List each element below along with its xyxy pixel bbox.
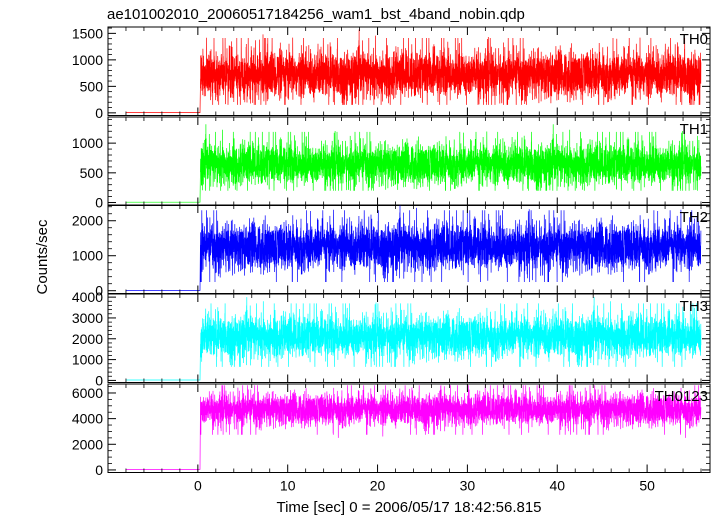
y-tick-label: 1000 [72, 135, 103, 151]
series-label-th2: TH2 [680, 209, 708, 226]
x-tick-label: 0 [194, 478, 202, 494]
y-tick-label: 500 [80, 78, 104, 94]
panel-th1: 0 500 1000 TH1 [72, 116, 711, 211]
chart-title: ae101002010_20060517184256_wam1_bst_4ban… [107, 6, 525, 23]
x-tick-label: 50 [639, 478, 655, 494]
x-tick-label: 20 [370, 478, 386, 494]
panel-th2: 0 1000 2000 TH2 [72, 204, 711, 299]
y-tick-label: 1000 [72, 352, 103, 368]
y-tick-label: 0 [95, 105, 103, 121]
y-tick-label: 4000 [72, 289, 103, 305]
y-tick-label: 0 [95, 462, 103, 478]
y-tick-label: 1000 [72, 248, 103, 264]
panel-frame [107, 293, 711, 383]
series-line-th0123 [126, 385, 702, 470]
y-tick-label: 4000 [72, 411, 103, 427]
y-tick-label: 500 [80, 165, 104, 181]
y-tick-label: 3000 [72, 310, 103, 326]
y-tick-label: 0 [95, 372, 103, 388]
series-label-th0123: TH0123 [655, 388, 708, 405]
x-tick-label: 40 [549, 478, 565, 494]
y-tick-label: 2000 [72, 436, 103, 452]
y-tick-label: 1500 [72, 25, 103, 41]
panel-th0123: 0 2000 4000 6000 TH0123 [72, 383, 711, 478]
series-label-th3: TH3 [680, 298, 708, 315]
y-tick-label: 6000 [72, 385, 103, 401]
panel-frame [107, 383, 711, 473]
x-tick-label: 30 [460, 478, 476, 494]
y-tick-label: 2000 [72, 331, 103, 347]
series-line-th0 [126, 29, 702, 113]
y-tick-label: 1000 [72, 52, 103, 68]
series-label-th0: TH0 [680, 31, 708, 48]
series-line-th2 [126, 205, 702, 291]
panel-th0: 0 500 1000 1500 TH0 [72, 25, 711, 121]
y-axis-label: Counts/sec [34, 219, 51, 295]
series-label-th1: TH1 [680, 121, 708, 138]
y-tick-label: 2000 [72, 213, 103, 229]
series-line-th3 [126, 297, 702, 381]
x-axis-label: Time [sec] 0 = 2006/05/17 18:42:56.815 [276, 499, 541, 516]
x-tick-label: 10 [280, 478, 296, 494]
series-line-th1 [126, 124, 702, 203]
panel-th3: 0 1000 2000 3000 4000 TH3 [72, 289, 711, 388]
panel-frame [107, 26, 711, 116]
y-tick-label: 0 [95, 283, 103, 299]
y-tick-label: 0 [95, 195, 103, 211]
